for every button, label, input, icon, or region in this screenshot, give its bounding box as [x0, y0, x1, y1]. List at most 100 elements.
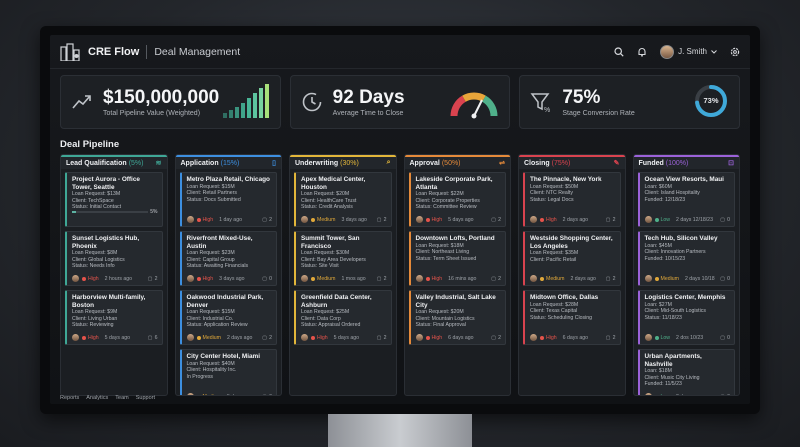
deal-card[interactable]: Summit Tower, San Francisco Loan Request:…	[294, 231, 392, 286]
deal-card[interactable]: Logistics Center, Memphis Loan: $27M Clien…	[637, 290, 735, 345]
deal-card[interactable]: Tech Hub, Silicon Valley Loan: $45M Client…	[637, 231, 735, 286]
deal-title: Tech Hub, Silicon Valley	[644, 235, 718, 242]
deal-card[interactable]: Downtown Lofts, Portland Loan Request: $1…	[408, 231, 506, 286]
deal-detail: Loan Request: $35M	[530, 250, 579, 256]
bell-icon[interactable]	[637, 47, 647, 57]
column-percent: (5%)	[128, 159, 144, 167]
deal-card[interactable]: Urban Apartments, Nashville Loan: $18M Cli…	[637, 349, 735, 396]
deal-detail: Status: Awaiting Financials	[186, 263, 249, 270]
footer-link[interactable]: Reports	[60, 395, 80, 401]
gear-icon[interactable]	[730, 47, 740, 57]
comments[interactable]: ▢ 2	[262, 217, 272, 223]
deal-footer: Medium 2 days ago ▢ 2	[186, 334, 272, 341]
comment-icon: ▢	[720, 334, 726, 341]
deal-card[interactable]: Midtown Office, Dallas Loan Request: $28M…	[523, 290, 621, 345]
deal-card[interactable]: Project Aurora - Office Tower, Seattle Lo…	[65, 172, 163, 227]
deal-card[interactable]: Apex Medical Center, Houston Loan Request…	[294, 172, 392, 227]
comments[interactable]: ▢ 2	[606, 335, 616, 341]
deal-detail: Client: HealthCare Trust	[301, 197, 357, 204]
search-icon[interactable]	[614, 46, 624, 57]
comments[interactable]: ▢ 2	[148, 276, 158, 282]
comments[interactable]: ▢0	[720, 276, 730, 282]
deal-detail: Loan: $60M	[644, 183, 672, 190]
priority-badge: Low	[654, 335, 670, 341]
column-header[interactable]: Application (15%) ▯	[175, 155, 281, 169]
deal-footer: High 16 mins ago ▢ 2	[415, 275, 501, 282]
comments[interactable]: ▢0	[262, 394, 272, 396]
deal-detail: Client: Mid-South Logistics	[644, 308, 706, 315]
deal-title: Metro Plaza Retail, Chicago	[186, 176, 270, 183]
deal-footer: Medium 2 days ago ▢ 2	[530, 275, 616, 282]
deal-detail: Status: Committee Review	[415, 204, 477, 211]
deal-card[interactable]: Valley Industrial, Salt Lake City Loan Re…	[408, 290, 506, 345]
comment-count: 2	[383, 275, 387, 282]
deal-card[interactable]: Ocean View Resorts, Maui Loan: $60M Client…	[637, 172, 735, 227]
comments[interactable]: ▢ 2	[606, 276, 616, 282]
deal-footer: High 3 days ago ▢ 0	[186, 275, 272, 282]
deal-detail: Status: 11/18/23	[644, 314, 682, 321]
deal-detail: Loan Request: $15M	[186, 183, 235, 190]
comments[interactable]: ▢0	[262, 276, 272, 282]
deal-detail: Status: Scheduling Closing	[530, 314, 592, 321]
pipeline-board: Lead Qualification (5%) ≋ Project Aurora - …	[60, 154, 740, 396]
deal-card[interactable]: Metro Plaza Retail, Chicago Loan Request:…	[179, 172, 277, 227]
kpi-conversion-rate: % 75% Stage Conversion Rate 73%	[519, 75, 741, 129]
avatar	[415, 216, 423, 223]
deal-detail: Client: Innovation Partners	[644, 249, 706, 256]
column-name: Approval	[409, 159, 440, 167]
deal-card[interactable]: Greenfield Data Center, Ashburn Loan Requ…	[294, 290, 392, 345]
comments[interactable]: ▢ 2	[262, 335, 272, 341]
deal-card[interactable]: Riverfront Mixed-Use, Austin Loan Request…	[179, 231, 277, 286]
column-header[interactable]: Approval (50%) ⇌	[404, 155, 510, 169]
comment-icon: ▢	[605, 216, 611, 223]
deal-detail: Loan Request: $25M	[301, 309, 350, 315]
footer-link[interactable]: Team	[115, 395, 129, 401]
column-header[interactable]: Funded (100%) ⊡	[633, 155, 739, 169]
comments[interactable]: ▢0	[720, 335, 730, 341]
deal-card[interactable]: Westside Shopping Center, Los Angeles Loa…	[523, 231, 621, 286]
comments[interactable]: ▢ 2	[377, 335, 387, 341]
deal-detail: Client: Music City Living	[644, 374, 700, 381]
deal-card[interactable]: City Center Hotel, Miami Loan Request: $4…	[179, 349, 277, 396]
trend-up-icon	[72, 95, 91, 109]
comments[interactable]: ▢ 2	[491, 276, 501, 282]
priority-label: High	[202, 275, 214, 282]
kpi-value: 75%	[562, 86, 601, 108]
column-header[interactable]: Closing (75%) ✎	[519, 155, 625, 169]
deal-title: Ocean View Resorts, Maui	[644, 176, 724, 183]
priority-label: Medium	[317, 216, 336, 223]
buildings-logo-icon	[60, 42, 80, 61]
footer-link[interactable]: Analytics	[86, 395, 109, 401]
comments[interactable]: ▢ 6	[148, 335, 158, 341]
comments[interactable]: ▢ 2	[606, 217, 616, 223]
deal-detail: Status: Term Sheet Issued	[415, 255, 477, 262]
deal-detail: Status: Reviewing	[72, 322, 114, 329]
avatar	[301, 216, 308, 223]
comments[interactable]: ▢ 2	[491, 217, 501, 223]
comments[interactable]: ▢ 2	[377, 276, 387, 282]
deal-card[interactable]: Lakeside Corporate Park, Atlanta Loan Req…	[408, 172, 506, 227]
deal-time: 2 days ago	[562, 216, 589, 223]
comments[interactable]: ▢ 2	[377, 217, 387, 223]
comments[interactable]: ▢0	[720, 394, 730, 396]
avatar	[530, 275, 537, 282]
priority-badge: High	[311, 335, 328, 341]
footer-link[interactable]: Support	[135, 395, 155, 401]
user-menu[interactable]: J. Smith	[660, 44, 717, 59]
deal-card[interactable]: Sunset Logistics Hub, Phoenix Loan Reques…	[65, 231, 163, 286]
column-header[interactable]: Lead Qualification (5%) ≋	[61, 155, 167, 169]
comments[interactable]: ▢ 2	[491, 335, 501, 341]
deal-card[interactable]: Harborview Multi-family, Boston Loan Requ…	[65, 290, 163, 345]
deal-card[interactable]: The Pinnacle, New York Loan Request: $50M…	[523, 172, 621, 227]
deal-title: Riverfront Mixed-Use, Austin	[186, 235, 253, 250]
avatar	[72, 275, 79, 282]
comment-count: 2	[498, 334, 501, 341]
deal-card[interactable]: Oakwood Industrial Park, Denver Loan Requ…	[179, 290, 277, 345]
comment-count: 2	[383, 216, 387, 223]
column-header[interactable]: Underwriting (30%) ⌕	[290, 155, 396, 169]
priority-label: High	[546, 216, 557, 223]
avatar	[530, 334, 537, 341]
comments[interactable]: ▢0	[720, 217, 730, 223]
comment-icon: ▢	[491, 334, 497, 341]
kpi-value: 92 Days	[332, 86, 405, 108]
